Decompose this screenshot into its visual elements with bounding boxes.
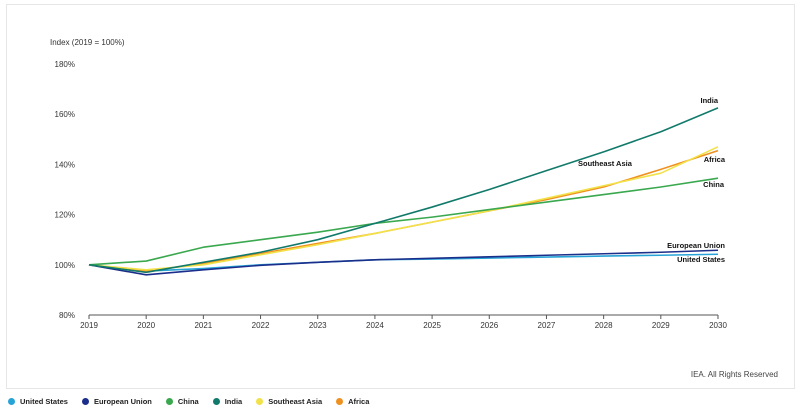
- series-labels: India Southeast Asia Africa China European U…: [578, 96, 726, 264]
- series-label-china: China: [703, 180, 725, 189]
- y-tick-label: 140%: [55, 160, 75, 169]
- series-label-africa: Africa: [704, 155, 726, 164]
- series-label-india: India: [700, 96, 718, 105]
- legend-label: India: [224, 397, 243, 406]
- legend-label: Africa: [348, 397, 370, 406]
- y-tick-label: 160%: [55, 110, 75, 119]
- x-axis-ticks: 2019 2020 2021 2022 2023 2024 2025 2026 2027 2028…: [80, 315, 727, 330]
- legend-label: Southeast Asia: [268, 397, 323, 406]
- legend-swatch-icon: [212, 398, 220, 405]
- x-tick-label: 2019: [80, 321, 98, 330]
- series-line-india: [88, 107, 719, 274]
- x-tick-label: 2029: [652, 321, 670, 330]
- y-axis-ticks: 80% 100% 120% 140% 160% 180%: [55, 60, 75, 320]
- legend-item[interactable]: China: [165, 397, 199, 406]
- x-tick-label: 2022: [252, 321, 270, 330]
- series-label-european-union: European Union: [667, 241, 725, 250]
- legend-item[interactable]: India: [212, 397, 243, 406]
- legend-item[interactable]: Southeast Asia: [256, 397, 322, 406]
- x-tick-label: 2024: [366, 321, 384, 330]
- legend-label: European Union: [93, 397, 152, 406]
- series-line-southeast-asia: [88, 146, 719, 271]
- legend-item[interactable]: United States: [8, 397, 68, 406]
- legend-swatch-icon: [8, 398, 15, 405]
- legend-item[interactable]: European Union: [81, 397, 152, 406]
- legend-label: United States: [20, 397, 68, 406]
- legend-swatch-icon: [165, 398, 173, 405]
- legend-swatch-icon: [256, 398, 264, 405]
- x-tick-label: 2020: [137, 321, 155, 330]
- series-lines: [88, 107, 719, 276]
- legend-swatch-icon: [336, 398, 344, 405]
- x-tick-label: 2021: [194, 321, 212, 330]
- x-tick-label: 2027: [538, 321, 556, 330]
- series-label-united-states: United States: [677, 255, 725, 264]
- y-tick-label: 80%: [59, 311, 75, 320]
- line-chart: Index (2019 = 100%) 80% 100% 120% 140% 160% 1…: [50, 38, 727, 330]
- legend-item[interactable]: Africa: [336, 397, 369, 406]
- series-line-china: [88, 177, 719, 266]
- x-tick-label: 2030: [709, 321, 727, 330]
- series-label-southeast-asia: Southeast Asia: [578, 159, 633, 168]
- x-tick-label: 2025: [423, 321, 441, 330]
- series-line-united-states: [88, 253, 719, 272]
- legend-label: China: [177, 397, 199, 406]
- x-tick-label: 2023: [309, 321, 327, 330]
- x-tick-label: 2026: [480, 321, 498, 330]
- y-tick-label: 100%: [55, 261, 75, 270]
- y-tick-label: 120%: [55, 211, 75, 220]
- legend-swatch-icon: [81, 398, 89, 405]
- credit-text: IEA. All Rights Reserved: [690, 370, 778, 379]
- y-axis-title: Index (2019 = 100%): [50, 38, 125, 47]
- series-line-european-union: [88, 249, 719, 276]
- legend: United States European Union China India Sou…: [8, 397, 369, 406]
- x-tick-label: 2028: [595, 321, 613, 330]
- y-tick-label: 180%: [55, 60, 75, 69]
- chart-frame: [6, 4, 795, 389]
